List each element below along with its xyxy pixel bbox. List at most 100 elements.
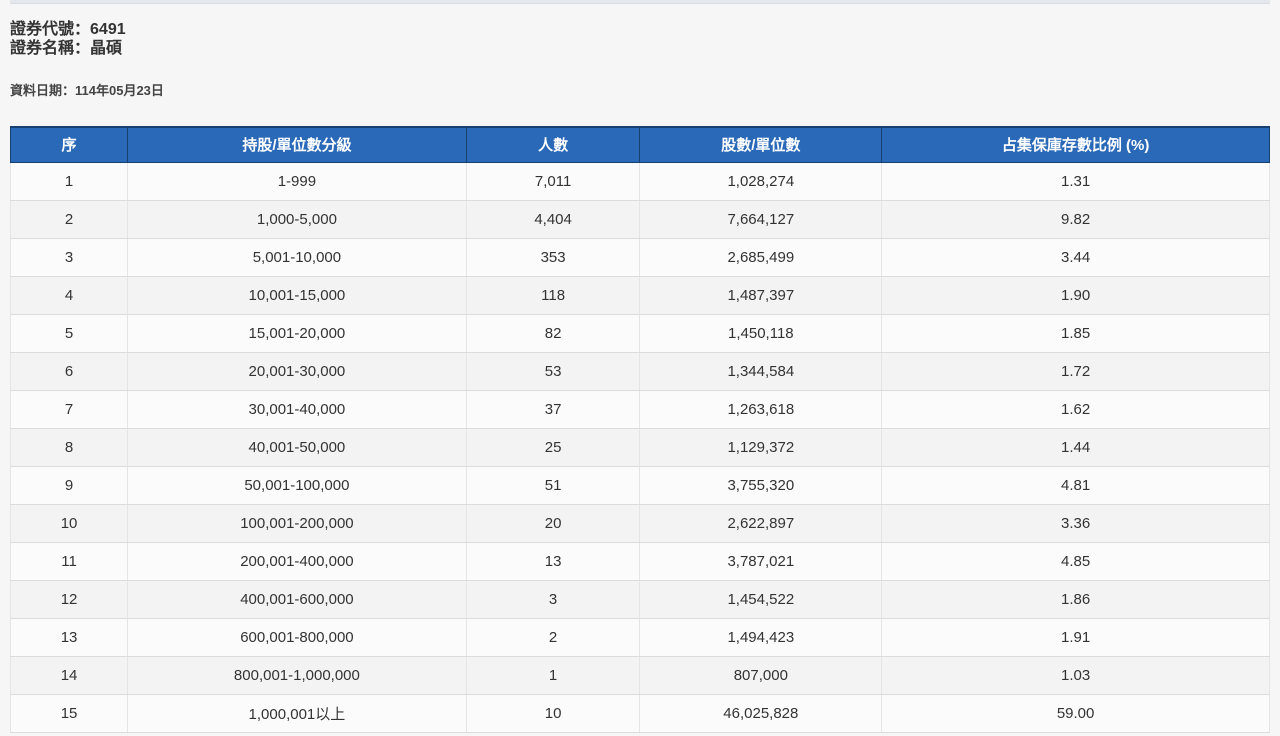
table-cell: 353 <box>466 238 641 277</box>
table-cell: 1.72 <box>881 352 1270 391</box>
table-cell: 8 <box>9 428 129 467</box>
table-cell: 1,450,118 <box>639 314 883 353</box>
table-cell: 37 <box>466 390 641 429</box>
table-cell: 1.90 <box>881 276 1270 315</box>
data-date-value: 114年05月23日 <box>75 83 164 98</box>
table-cell: 59.00 <box>881 694 1270 733</box>
table-cell: 3 <box>466 580 641 619</box>
table-cell: 1.44 <box>881 428 1270 467</box>
table-cell: 2 <box>9 200 129 239</box>
table-cell: 2,622,897 <box>639 504 883 543</box>
table-cell: 1,487,397 <box>639 276 883 315</box>
table-cell: 1.03 <box>881 656 1270 695</box>
table-row: 9 50,001-100,000 51 3,755,320 4.81 <box>9 466 1270 505</box>
data-date-label: 資料日期： <box>10 83 76 98</box>
table-header: 序 持股/單位數分級 人數 股數/單位數 占集保庫存數比例 (%) <box>9 126 1270 163</box>
column-header-range: 持股/單位數分級 <box>127 126 467 163</box>
table-cell: 11 <box>9 542 129 581</box>
table-row: 8 40,001-50,000 25 1,129,372 1.44 <box>9 428 1270 467</box>
table-cell: 15 <box>9 694 129 733</box>
table-cell: 807,000 <box>639 656 883 695</box>
column-header-pct: 占集保庫存數比例 (%) <box>881 126 1270 163</box>
data-date-line: 資料日期：114年05月23日 <box>10 80 1270 99</box>
table-row: 10 100,001-200,000 20 2,622,897 3.36 <box>9 504 1270 543</box>
table-cell: 10 <box>466 694 641 733</box>
table-cell: 2,685,499 <box>639 238 883 277</box>
table-cell: 1 <box>466 656 641 695</box>
table-cell: 51 <box>466 466 641 505</box>
table-cell: 1.62 <box>881 390 1270 429</box>
table-cell: 12 <box>9 580 129 619</box>
column-header-count: 人數 <box>465 126 641 163</box>
table-cell: 1,028,274 <box>639 162 883 201</box>
table-cell: 3,755,320 <box>639 466 883 505</box>
table-row: 4 10,001-15,000 118 1,487,397 1.90 <box>9 276 1270 315</box>
security-code-label: 證券代號： <box>10 21 91 38</box>
table-cell: 14 <box>9 656 129 695</box>
column-header-seq: 序 <box>9 126 129 163</box>
table-cell: 5 <box>9 314 129 353</box>
table-cell: 118 <box>466 276 641 315</box>
table-cell: 600,001-800,000 <box>127 618 467 657</box>
security-info: 證券代號：6491 證券名稱：晶碩 <box>10 20 1270 58</box>
table-cell: 13 <box>466 542 641 581</box>
security-name-line: 證券名稱：晶碩 <box>10 39 1270 58</box>
table-body: 1 1-999 7,011 1,028,274 1.31 2 1,000-5,000 4,40… <box>9 162 1270 733</box>
table-cell: 6 <box>9 352 129 391</box>
table-row: 3 5,001-10,000 353 2,685,499 3.44 <box>9 238 1270 277</box>
table-cell: 1.31 <box>881 162 1270 201</box>
table-cell: 3,787,021 <box>639 542 883 581</box>
table-cell: 3.44 <box>881 238 1270 277</box>
table-cell: 1,000-5,000 <box>127 200 467 239</box>
table-cell: 1.91 <box>881 618 1270 657</box>
table-cell: 30,001-40,000 <box>127 390 467 429</box>
table-row: 15 1,000,001以上 10 46,025,828 59.00 <box>9 694 1270 733</box>
table-cell: 50,001-100,000 <box>127 466 467 505</box>
table-row: 12 400,001-600,000 3 1,454,522 1.86 <box>9 580 1270 619</box>
security-name-value: 晶碩 <box>90 40 123 57</box>
table-cell: 46,025,828 <box>639 694 883 733</box>
table-row: 5 15,001-20,000 82 1,450,118 1.85 <box>9 314 1270 353</box>
table-cell: 5,001-10,000 <box>127 238 467 277</box>
table-cell: 7,664,127 <box>639 200 883 239</box>
table-cell: 1,494,423 <box>639 618 883 657</box>
table-row: 14 800,001-1,000,000 1 807,000 1.03 <box>9 656 1270 695</box>
table-cell: 4.81 <box>881 466 1270 505</box>
table-cell: 1-999 <box>127 162 467 201</box>
table-row: 6 20,001-30,000 53 1,344,584 1.72 <box>9 352 1270 391</box>
table-cell: 9.82 <box>881 200 1270 239</box>
table-cell: 20 <box>466 504 641 543</box>
table-cell: 25 <box>466 428 641 467</box>
table-cell: 40,001-50,000 <box>127 428 467 467</box>
table-cell: 1.86 <box>881 580 1270 619</box>
table-cell: 1,129,372 <box>639 428 883 467</box>
table-cell: 1,454,522 <box>639 580 883 619</box>
shareholder-distribution-table: 序 持股/單位數分級 人數 股數/單位數 占集保庫存數比例 (%) 1 1-999… <box>9 126 1270 733</box>
page-content: 證券代號：6491 證券名稱：晶碩 資料日期：114年05月23日 序 持股/單… <box>0 20 1280 733</box>
column-header-share: 股數/單位數 <box>639 126 883 163</box>
table-cell: 4.85 <box>881 542 1270 581</box>
table-cell: 3 <box>9 238 129 277</box>
table-row: 7 30,001-40,000 37 1,263,618 1.62 <box>9 390 1270 429</box>
table-cell: 82 <box>466 314 641 353</box>
table-header-row: 序 持股/單位數分級 人數 股數/單位數 占集保庫存數比例 (%) <box>9 126 1270 163</box>
table-cell: 1,344,584 <box>639 352 883 391</box>
top-divider-bar <box>10 0 1270 4</box>
table-row: 13 600,001-800,000 2 1,494,423 1.91 <box>9 618 1270 657</box>
table-cell: 3.36 <box>881 504 1270 543</box>
table-cell: 1,000,001以上 <box>127 694 467 733</box>
table-cell: 7,011 <box>466 162 641 201</box>
table-cell: 7 <box>9 390 129 429</box>
table-cell: 200,001-400,000 <box>127 542 467 581</box>
table-cell: 400,001-600,000 <box>127 580 467 619</box>
table-cell: 800,001-1,000,000 <box>127 656 467 695</box>
table-cell: 20,001-30,000 <box>127 352 467 391</box>
table-cell: 53 <box>466 352 641 391</box>
table-cell: 1.85 <box>881 314 1270 353</box>
table-cell: 9 <box>9 466 129 505</box>
table-row: 2 1,000-5,000 4,404 7,664,127 9.82 <box>9 200 1270 239</box>
security-code-value: 6491 <box>90 21 126 38</box>
security-code-line: 證券代號：6491 <box>10 20 1270 39</box>
table-cell: 10 <box>9 504 129 543</box>
table-cell: 2 <box>466 618 641 657</box>
